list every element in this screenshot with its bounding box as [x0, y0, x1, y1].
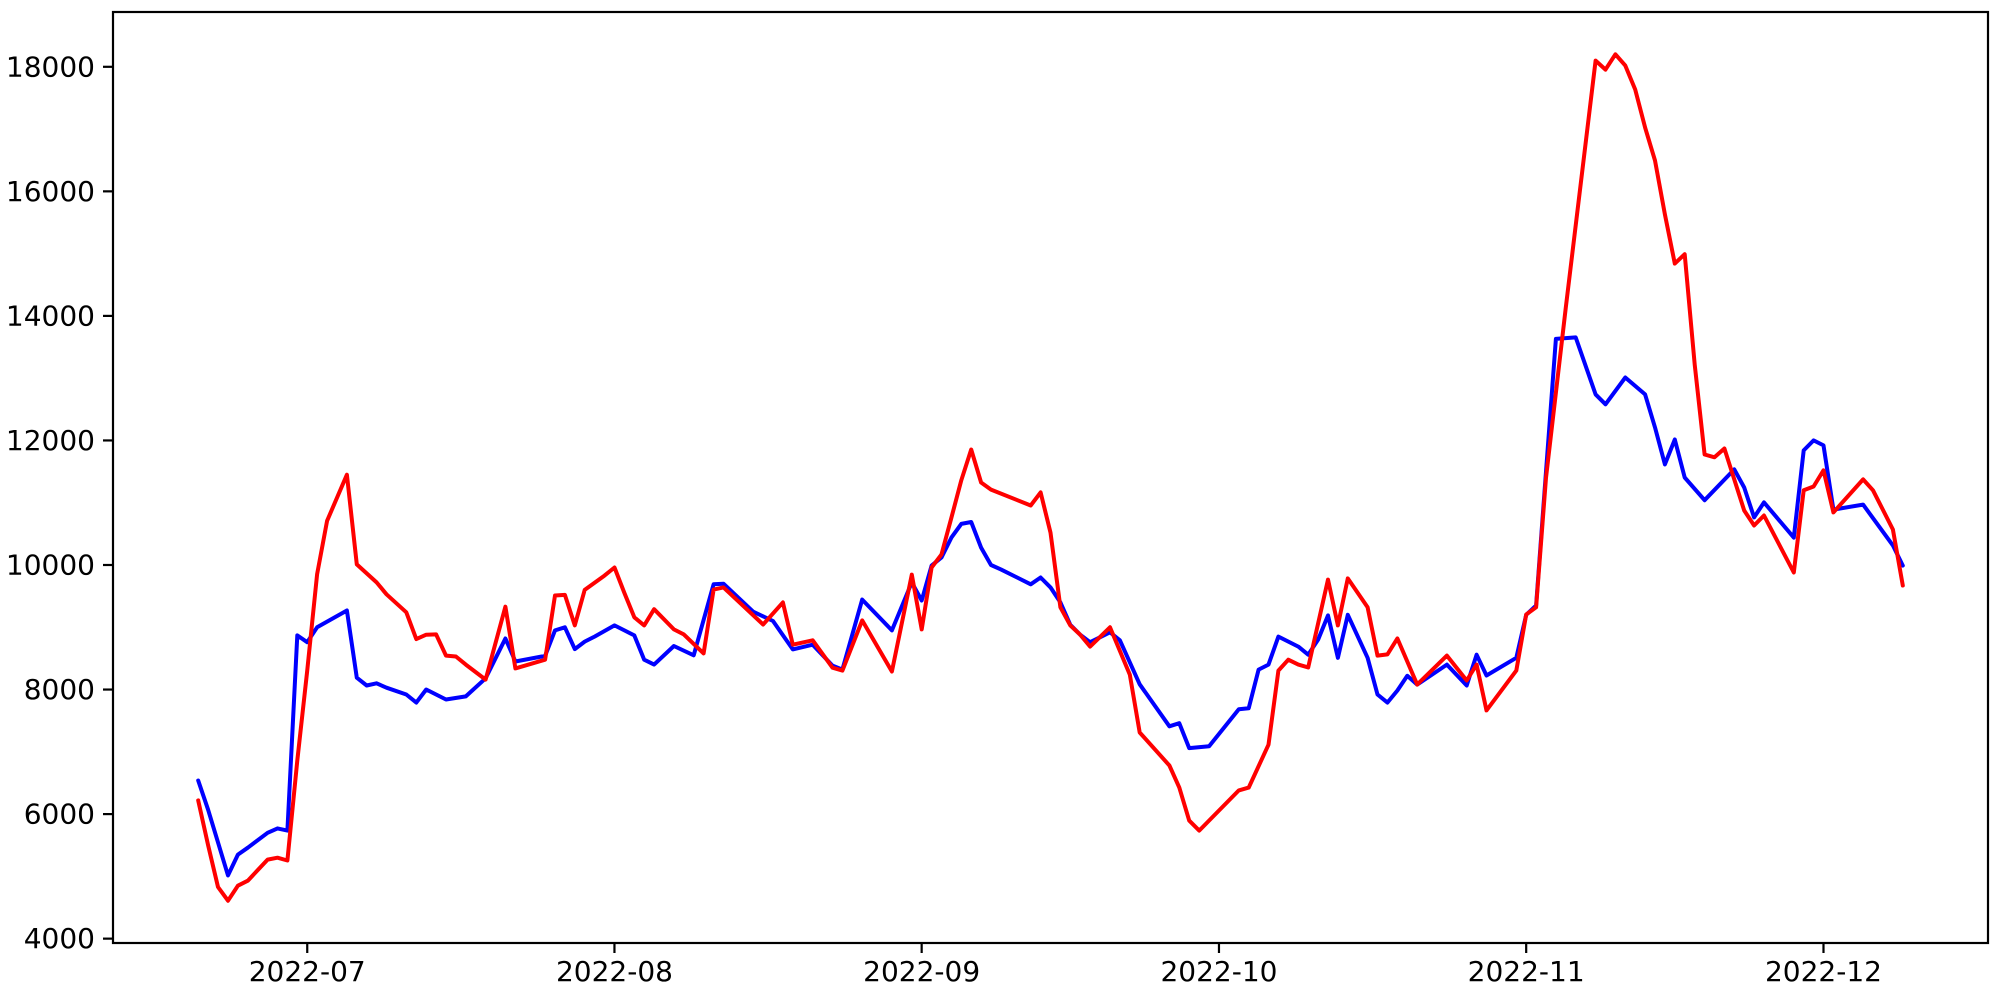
plot-frame	[111, 10, 1990, 945]
x-tick-label: 2022-09	[863, 955, 980, 988]
x-tick-label: 2022-08	[556, 955, 673, 988]
series-layer	[196, 52, 1905, 903]
y-tick-label: 14000	[6, 299, 95, 332]
x-tick-label: 2022-12	[1765, 955, 1882, 988]
blue-series-line	[196, 335, 1905, 878]
x-tick-label: 2022-07	[249, 955, 366, 988]
y-tick-label: 10000	[6, 548, 95, 581]
red-series-line	[196, 52, 1905, 903]
y-tick-label: 6000	[24, 798, 95, 831]
y-tick-label: 4000	[24, 922, 95, 955]
x-tick-label: 2022-11	[1468, 955, 1585, 988]
y-tick-label: 16000	[6, 175, 95, 208]
y-tick-label: 8000	[24, 673, 95, 706]
x-tick-label: 2022-10	[1160, 955, 1277, 988]
axes-layer: 4000 6000 8000 10000 12000 14000 16000 18000 202…	[6, 10, 1990, 988]
y-tick-label: 18000	[6, 50, 95, 83]
y-tick-label: 12000	[6, 424, 95, 457]
